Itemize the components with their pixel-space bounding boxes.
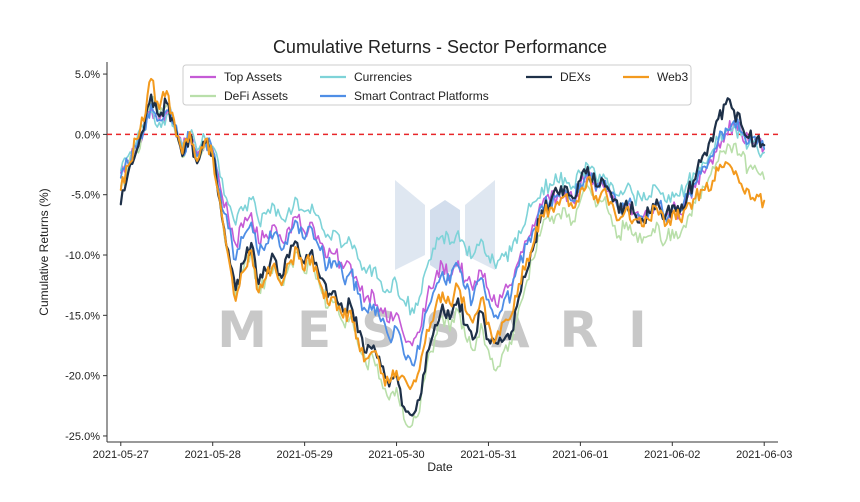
y-axis-title: Cumulative Returns (%): [37, 188, 51, 315]
legend-items: Top Assets DeFi Assets Currencies Smart Con…: [190, 70, 688, 103]
legend-label-dexs: DEXs: [560, 70, 591, 84]
x-tick-label: 2021-06-01: [552, 449, 608, 461]
legend-label-currencies: Currencies: [354, 70, 412, 84]
series-line-currencies: [120, 110, 765, 316]
legend-label-defi-assets: DeFi Assets: [224, 89, 288, 103]
chart-title: Cumulative Returns - Sector Performance: [273, 37, 607, 57]
x-ticks: 2021-05-27 2021-05-28 2021-05-29 2021-05-30…: [93, 442, 792, 461]
x-tick-label: 2021-05-28: [185, 449, 241, 461]
x-axis-title: Date: [427, 460, 453, 474]
axes: [106, 62, 778, 443]
y-ticks: 5.0% 0.0% -5.0% -10.0% -15.0% -20.0% -25.0%: [65, 69, 107, 443]
legend: Top Assets DeFi Assets Currencies Smart Con…: [182, 64, 692, 106]
legend-label-smart-contract-platforms: Smart Contract Platforms: [354, 89, 489, 103]
y-tick-label: -5.0%: [71, 190, 100, 202]
y-tick-label: -15.0%: [65, 310, 100, 322]
x-tick-label: 2021-05-29: [276, 449, 332, 461]
watermark-logo: [395, 180, 495, 275]
series-line-dexs: [119, 93, 766, 417]
x-tick-label: 2021-05-27: [93, 449, 149, 461]
y-tick-label: 0.0%: [75, 129, 100, 141]
y-tick-label: 5.0%: [75, 69, 100, 81]
watermark-text: MESSARI: [217, 301, 677, 359]
y-tick-label: -10.0%: [65, 250, 100, 262]
legend-label-web3: Web3: [657, 70, 688, 84]
legend-box: [182, 64, 692, 106]
y-tick-label: -20.0%: [65, 371, 100, 383]
series-line-web3: [119, 77, 766, 391]
legend-label-top-assets: Top Assets: [224, 70, 282, 84]
x-tick-label: 2021-06-03: [736, 449, 792, 461]
watermark: MESSARI: [217, 180, 677, 359]
x-tick-label: 2021-06-02: [644, 449, 700, 461]
series-group: [119, 77, 766, 428]
x-tick-label: 2021-05-31: [460, 449, 516, 461]
y-tick-label: -25.0%: [65, 431, 100, 443]
x-tick-label: 2021-05-30: [368, 449, 424, 461]
